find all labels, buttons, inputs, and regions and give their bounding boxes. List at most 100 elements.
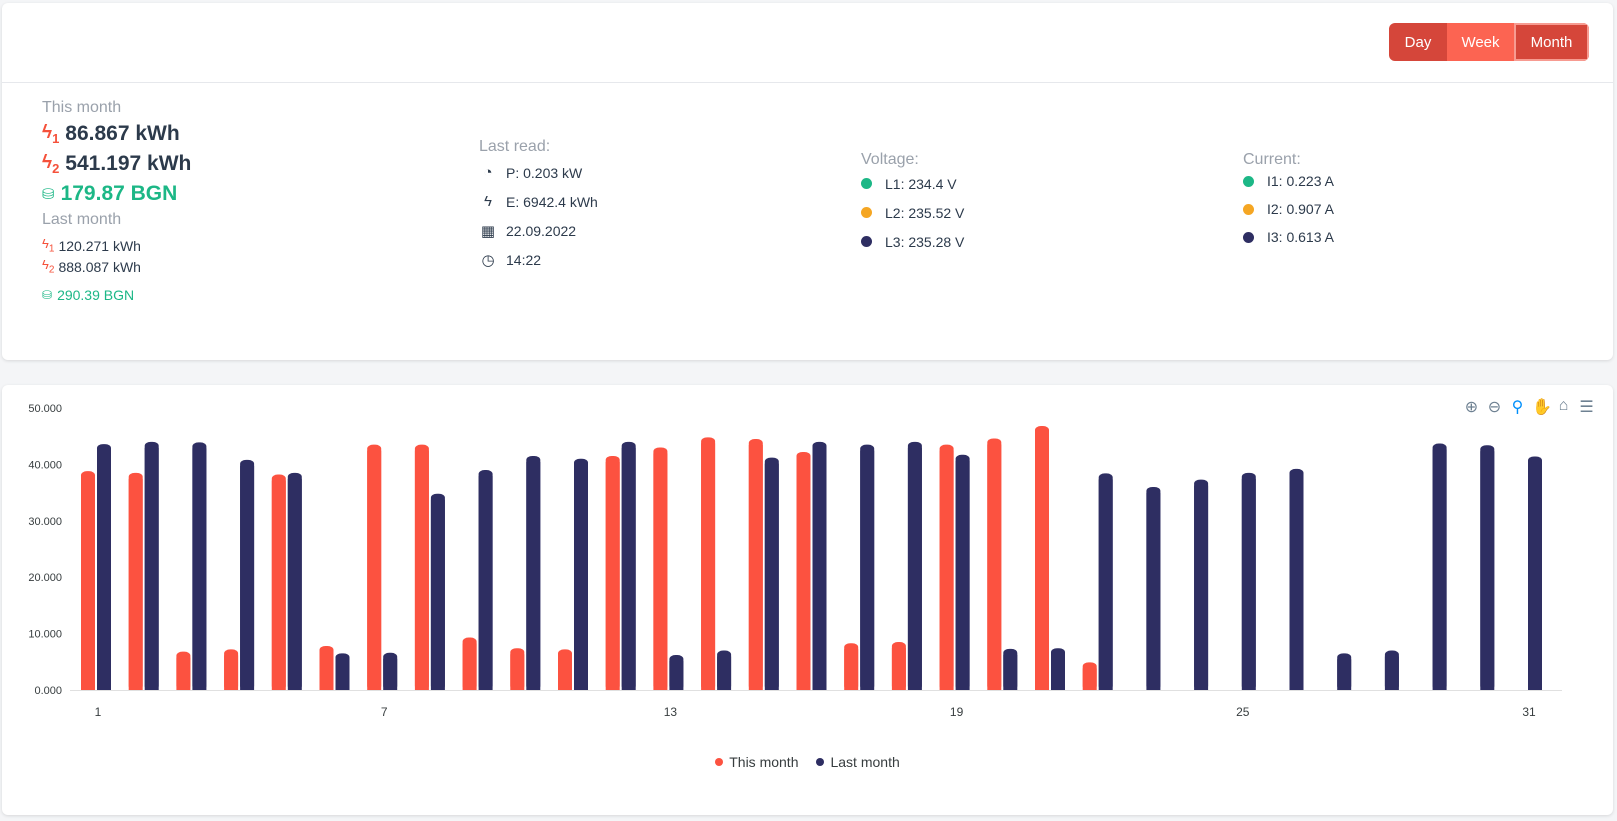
voltage-l1-value: L1: 234.4 V bbox=[885, 175, 957, 192]
zoom-in-icon[interactable]: ⊕ bbox=[1464, 399, 1479, 416]
y-tick-label: 50.000 bbox=[28, 403, 62, 415]
date-value: 22.09.2022 bbox=[506, 222, 577, 239]
x-tick-label: 1 bbox=[95, 705, 102, 719]
bar-last-month-base bbox=[192, 448, 207, 690]
legend-swatch-last-month bbox=[816, 758, 825, 766]
bar-last-month-base bbox=[1241, 478, 1256, 690]
x-tick-label: 7 bbox=[381, 705, 388, 719]
last-month-t1: ϟ1 120.271 kWh bbox=[42, 235, 191, 256]
y-tick-label: 20.000 bbox=[28, 572, 62, 584]
bar-this-month-base bbox=[748, 445, 763, 690]
bar-this-month-base bbox=[176, 657, 191, 690]
bar-this-month-base bbox=[414, 450, 429, 690]
bar-this-month-base bbox=[367, 450, 382, 690]
gauge-icon: ◔ bbox=[483, 164, 493, 181]
legend-label-last-month: Last month bbox=[830, 754, 900, 770]
time-reading: ◷ 14:22 bbox=[479, 245, 598, 274]
calendar-icon: ▦ bbox=[480, 222, 496, 240]
bar-this-month-base bbox=[987, 444, 1002, 690]
this-month-cost-value: 179.87 BGN bbox=[60, 182, 178, 205]
chart-toolbar: ⊕ ⊖ ⚲ ✋ ⌂ ☰ bbox=[1463, 397, 1595, 417]
bar-last-month-base bbox=[478, 476, 493, 690]
bar-this-month-base bbox=[796, 457, 811, 690]
bar-last-month-base bbox=[1194, 485, 1209, 690]
bar-this-month-base bbox=[271, 480, 286, 690]
current-i1-value: I1: 0.223 A bbox=[1267, 173, 1334, 189]
time-value: 14:22 bbox=[506, 251, 542, 268]
bar-this-month-base bbox=[462, 643, 477, 690]
last-month-t2-value: 888.087 kWh bbox=[58, 258, 141, 275]
current-i2: I2: 0.907 A bbox=[1243, 195, 1334, 223]
bar-last-month-base bbox=[907, 447, 922, 690]
bar-chart: 0.000 10.000 20.000 30.000 40.000 50.000 1 7 13 1… bbox=[28, 403, 1562, 719]
bolt-t2-small-icon: ϟ2 bbox=[42, 257, 55, 276]
x-tick-label: 25 bbox=[1236, 705, 1250, 719]
this-month-t2: ϟ2 541.197 kWh bbox=[42, 149, 191, 179]
bar-last-month-base bbox=[669, 661, 684, 690]
pan-hand-icon[interactable]: ✋ bbox=[1532, 399, 1552, 416]
period-selector: Day Week Month bbox=[1389, 23, 1589, 61]
bar-this-month-base bbox=[701, 443, 716, 690]
bar-last-month-base bbox=[1003, 654, 1018, 690]
consumption-summary: This month ϟ1 86.867 kWh ϟ2 541.197 kWh … bbox=[42, 99, 191, 305]
week-button[interactable]: Week bbox=[1447, 23, 1514, 61]
last-month-cost: ⛁ 290.39 BGN bbox=[42, 284, 191, 305]
y-tick-label: 10.000 bbox=[28, 629, 62, 641]
menu-icon[interactable]: ☰ bbox=[1579, 399, 1594, 416]
bar-last-month-base bbox=[1146, 492, 1161, 690]
date-reading: ▦ 22.09.2022 bbox=[479, 216, 598, 245]
bar-last-month-base bbox=[1384, 656, 1399, 690]
bar-this-month-base bbox=[319, 652, 334, 690]
l1-status-dot bbox=[861, 178, 872, 189]
bar-last-month-base bbox=[144, 447, 159, 690]
current-i1: I1: 0.223 A bbox=[1243, 167, 1334, 195]
day-button[interactable]: Day bbox=[1389, 23, 1447, 61]
power-value: P: 0.203 kW bbox=[506, 164, 583, 181]
bar-this-month-base bbox=[1082, 668, 1097, 690]
bar-last-month-base bbox=[860, 450, 875, 690]
bolt-t2-icon: ϟ2 bbox=[42, 152, 60, 176]
y-tick-label: 30.000 bbox=[28, 516, 62, 528]
zoom-out-icon[interactable]: ⊖ bbox=[1487, 399, 1502, 416]
legend-item-last-month[interactable]: Last month bbox=[816, 754, 900, 770]
bar-last-month-base bbox=[1289, 474, 1304, 690]
last-read-panel: Last read: ◔ P: 0.203 kW ϟ E: 6942.4 kWh… bbox=[479, 138, 598, 274]
bar-this-month-base bbox=[605, 461, 620, 690]
bar-this-month-base bbox=[128, 478, 143, 690]
this-month-cost: ⛁ 179.87 BGN bbox=[42, 179, 191, 209]
y-tick-label: 40.000 bbox=[28, 459, 62, 471]
current-i3: I3: 0.613 A bbox=[1243, 223, 1334, 251]
chart-card: ⊕ ⊖ ⚲ ✋ ⌂ ☰ 0.000 10.000 20.000 30.000 40.00… bbox=[2, 385, 1613, 815]
bar-last-month-base bbox=[764, 463, 779, 690]
y-tick-label: 0.000 bbox=[34, 685, 62, 697]
bar-last-month-base bbox=[526, 461, 541, 690]
coins-icon: ⛁ bbox=[42, 186, 55, 203]
voltage-label: Voltage: bbox=[861, 151, 919, 168]
bar-last-month-base bbox=[335, 659, 350, 690]
bar-this-month-base bbox=[891, 648, 906, 690]
month-button[interactable]: Month bbox=[1514, 23, 1589, 61]
this-month-t1: ϟ1 86.867 kWh bbox=[42, 119, 191, 149]
coins-small-icon: ⛁ bbox=[42, 287, 53, 302]
bar-this-month-base bbox=[558, 655, 572, 690]
voltage-panel: Voltage: L1: 234.4 V L2: 235.52 V L3: 23… bbox=[861, 151, 964, 256]
bar-last-month-base bbox=[1337, 659, 1352, 690]
reset-home-icon[interactable]: ⌂ bbox=[1558, 397, 1569, 414]
voltage-l1: L1: 234.4 V bbox=[861, 169, 964, 198]
bar-last-month-base bbox=[1098, 479, 1113, 690]
l2-status-dot bbox=[861, 207, 872, 218]
i2-status-dot bbox=[1243, 203, 1254, 215]
clock-icon: ◷ bbox=[481, 251, 495, 269]
last-month-label: Last month bbox=[42, 211, 122, 228]
legend-item-this-month[interactable]: This month bbox=[715, 754, 798, 770]
zoom-select-icon[interactable]: ⚲ bbox=[1511, 399, 1524, 416]
bar-last-month-base bbox=[240, 465, 255, 690]
x-tick-label: 19 bbox=[950, 705, 964, 719]
bar-this-month-base bbox=[224, 655, 239, 690]
card-header: Day Week Month bbox=[2, 3, 1613, 83]
bar-last-month-base bbox=[97, 450, 111, 690]
voltage-l2-value: L2: 235.52 V bbox=[885, 204, 965, 221]
bolt-t1-icon: ϟ1 bbox=[42, 122, 60, 146]
last-month-t2: ϟ2 888.087 kWh bbox=[42, 256, 191, 277]
legend-label-this-month: This month bbox=[729, 754, 799, 770]
